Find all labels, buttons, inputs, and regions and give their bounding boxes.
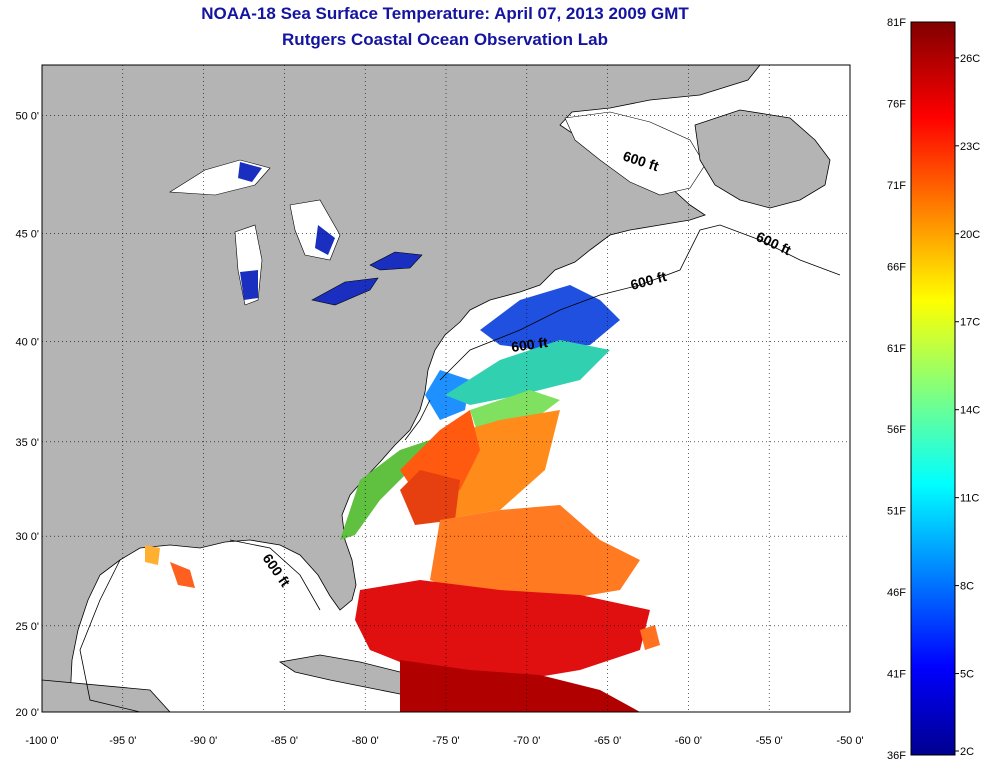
colorbar-c-label: 11C bbox=[960, 493, 979, 505]
colorbar-f-label: 46F bbox=[887, 587, 906, 599]
lat-tick-label: 35 0' bbox=[15, 437, 39, 449]
sst-data bbox=[145, 285, 660, 712]
colorbar-c-label: 8C bbox=[960, 581, 974, 593]
colorbar-f-label: 36F bbox=[887, 750, 906, 762]
great-lake-ontario bbox=[369, 251, 423, 271]
map-title: NOAA-18 Sea Surface Temperature: April 0… bbox=[201, 4, 689, 23]
lat-axis: 20 0' 25 0' 30 0' 35 0' 40 0' 45 0' 50 0' bbox=[15, 111, 39, 719]
map-subtitle: Rutgers Coastal Ocean Observation Lab bbox=[282, 30, 608, 49]
map-frame bbox=[41, 64, 851, 713]
lon-tick-label: -50 0' bbox=[836, 735, 863, 747]
lon-tick-label: -90 0' bbox=[190, 735, 217, 747]
colorbar bbox=[910, 21, 956, 756]
colorbar-c-label: 17C bbox=[960, 317, 980, 329]
depth-contours bbox=[79, 224, 841, 712]
lat-tick-label: 45 0' bbox=[15, 228, 39, 240]
colorbar-c-label: 23C bbox=[960, 141, 980, 153]
colorbar-f-label: 66F bbox=[887, 261, 906, 273]
colorbar-c-label: 2C bbox=[960, 746, 974, 758]
colorbar-f-label: 71F bbox=[887, 180, 906, 192]
lat-tick-label: 20 0' bbox=[15, 707, 39, 719]
lat-tick-label: 25 0' bbox=[15, 621, 39, 633]
lon-tick-label: -65 0' bbox=[594, 735, 621, 747]
lon-axis: -100 0' -95 0' -90 0' -85 0' -80 0' -75 0' -70… bbox=[25, 735, 863, 747]
lat-tick-label: 50 0' bbox=[15, 111, 39, 123]
colorbar-f-label: 41F bbox=[887, 669, 906, 681]
land-newfoundland bbox=[694, 109, 831, 209]
lon-tick-label: -80 0' bbox=[352, 735, 379, 747]
colorbar-f-label: 56F bbox=[887, 424, 906, 436]
colorbar-celsius-labels: 26C 23C 20C 17C 14C 11C 8C 5C 2C bbox=[955, 53, 980, 758]
lon-tick-label: -60 0' bbox=[675, 735, 702, 747]
colorbar-c-label: 5C bbox=[960, 669, 974, 681]
lon-tick-label: -55 0' bbox=[756, 735, 783, 747]
colorbar-f-label: 76F bbox=[887, 98, 906, 110]
graticule bbox=[42, 65, 850, 712]
colorbar-c-label: 26C bbox=[960, 53, 980, 65]
lat-tick-label: 40 0' bbox=[15, 336, 39, 348]
lon-tick-label: -85 0' bbox=[271, 735, 298, 747]
colorbar-c-label: 20C bbox=[960, 229, 980, 241]
colorbar-f-label: 51F bbox=[887, 506, 906, 518]
lon-tick-label: -95 0' bbox=[109, 735, 136, 747]
lat-tick-label: 30 0' bbox=[15, 531, 39, 543]
lon-tick-label: -70 0' bbox=[513, 735, 540, 747]
lon-tick-label: -100 0' bbox=[25, 735, 58, 747]
colorbar-f-label: 61F bbox=[887, 343, 906, 355]
colorbar-fahrenheit-labels: 81F 76F 71F 66F 61F 56F 51F 46F 41F 36F bbox=[887, 17, 906, 762]
great-lake-erie bbox=[311, 277, 379, 306]
lon-tick-label: -75 0' bbox=[432, 735, 459, 747]
colorbar-f-label: 81F bbox=[887, 17, 906, 29]
contour-label: 600 ft bbox=[510, 334, 549, 355]
colorbar-c-label: 14C bbox=[960, 405, 980, 417]
